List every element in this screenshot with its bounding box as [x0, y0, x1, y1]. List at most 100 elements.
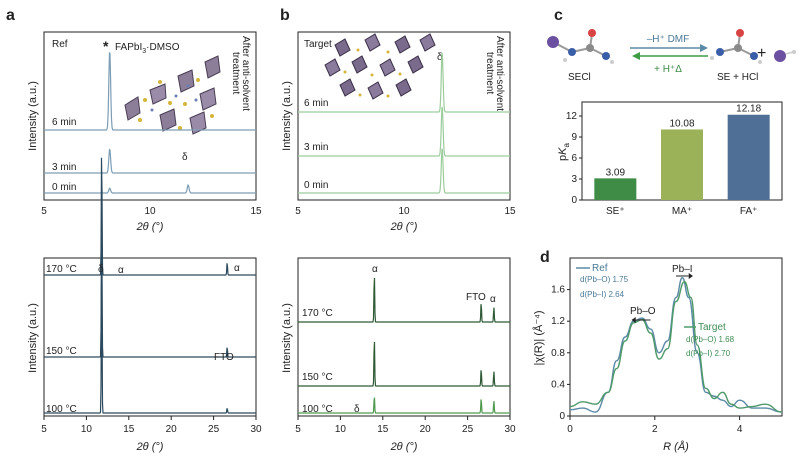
c-right-label: SE + HCl	[717, 72, 758, 83]
d-arrowhead-pbi	[688, 273, 693, 279]
panel-b-letter: b	[280, 7, 290, 24]
xtick-label: 30	[504, 424, 516, 435]
c-bar	[727, 114, 770, 200]
a-top-side-text-2: treatment	[230, 52, 241, 94]
b-bottom-alpha-1: α	[372, 264, 378, 275]
a-bottom-trace-label-170: 170 °C	[46, 264, 77, 275]
panel-a-bottom-chart: 170 °C 150 °C 100 °C δ α α FTO 5 10 15 20 25…	[27, 157, 262, 453]
c-cl-atom-left	[547, 36, 559, 48]
xtick-label: 5	[41, 424, 47, 435]
a-top-frame	[43, 31, 257, 201]
xrd-trace-0	[298, 52, 510, 113]
d-target-d1: d(Pb–O) 1.68	[686, 335, 735, 344]
b-bottom-trace-label-150: 150 °C	[302, 372, 333, 383]
a-bottom-xticks: 5 10 15 20 25 30	[41, 416, 262, 435]
a-top-traces	[44, 52, 256, 194]
a-top-ref-label: Ref	[52, 39, 68, 50]
d-target-label: Target	[698, 322, 726, 333]
a-top-xtick: 15	[250, 206, 262, 217]
xtick-label: 5	[295, 424, 301, 435]
panel-c-bar-chart: 0 3 6 9 12 3.09 SE⁺ 10.08 MA⁺ 12.18 FA⁺ pKa	[557, 101, 783, 217]
b-bottom-fto: FTO	[466, 292, 486, 303]
d-trace-target	[569, 280, 783, 413]
xrd-trace-1	[298, 106, 510, 157]
b-bottom-frame	[297, 257, 511, 417]
d-ytick-label: 0.8	[551, 348, 565, 359]
xrd-trace-0	[44, 52, 256, 131]
xrd-trace-2	[44, 183, 256, 194]
b-top-traces	[298, 52, 510, 194]
d-ytick-label: 0	[559, 411, 565, 422]
d-xtick-label: 2	[652, 424, 658, 435]
a-top-peak-label: FAPbI3·DMSO	[115, 42, 180, 55]
xtick-label: 10	[81, 424, 93, 435]
d-ticks: 0 2 4 0 0.4 0.8 1.2 1.6	[551, 285, 743, 435]
panel-a-top-chart: Ref * FAPbI3·DMSO δ After anti-solvent t…	[27, 31, 262, 233]
d-xlabel: R (Å)	[663, 440, 689, 453]
panel-c-reaction-scheme: SECl –H⁺ DMF + H⁺Δ + SE + HCl	[547, 29, 796, 83]
d-ytick-label: 1.2	[551, 316, 565, 327]
c-ylabel: pKa	[557, 142, 571, 160]
b-top-delta: δ	[437, 52, 443, 63]
a-top-star: *	[103, 38, 109, 54]
a-top-xtick: 10	[144, 206, 156, 217]
c-bar-category-label: MA⁺	[672, 206, 692, 217]
b-top-side-text-1: After anti-solvent	[494, 36, 505, 111]
b-bottom-trace-label-170: 170 °C	[302, 308, 333, 319]
b-top-side-text-2: treatment	[484, 52, 495, 94]
xtick-label: 20	[166, 424, 178, 435]
xrd-trace-0	[298, 277, 510, 323]
xtick-label: 20	[420, 424, 432, 435]
a-top-xlabel: 2θ (°)	[136, 221, 164, 233]
c-ytick-label: 3	[571, 174, 577, 185]
b-bottom-traces	[298, 277, 510, 414]
xrd-trace-0	[44, 157, 256, 276]
xrd-trace-1	[298, 341, 510, 387]
b-top-trace-label-0min: 0 min	[304, 180, 328, 191]
c-ytick-label: 6	[571, 153, 577, 164]
a-bottom-ylabel: Intensity (a.u.)	[27, 303, 39, 373]
b-bottom-delta: δ	[354, 404, 360, 415]
xrd-trace-2	[298, 148, 510, 194]
c-bar-category-label: SE⁺	[606, 206, 625, 217]
xtick-label: 25	[462, 424, 474, 435]
c-bar	[594, 178, 637, 200]
xrd-trace-2	[44, 284, 256, 414]
d-frame	[569, 257, 783, 417]
a-top-delta: δ	[182, 152, 188, 163]
d-ref-d2: d(Pb–I) 2.64	[580, 290, 625, 299]
a-bottom-delta: δ	[98, 264, 104, 275]
xtick-label: 10	[335, 424, 347, 435]
c-cl-atom-right	[774, 50, 786, 62]
d-xtick-label: 4	[737, 424, 743, 435]
d-traces	[569, 273, 783, 413]
b-top-xtick: 10	[398, 206, 410, 217]
c-bar	[661, 129, 703, 200]
b-crystal-structure-illustration	[324, 33, 436, 100]
c-bar-marks: 0 3 6 9 12 3.09 SE⁺ 10.08 MA⁺ 12.18 FA⁺	[566, 104, 770, 217]
c-left-label: SECl	[568, 72, 591, 83]
a-bottom-xlabel: 2θ (°)	[136, 441, 164, 453]
b-top-xlabel: 2θ (°)	[390, 221, 418, 233]
panel-a-letter: a	[6, 7, 15, 24]
d-xtick-label: 0	[567, 424, 573, 435]
xrd-trace-2	[298, 397, 510, 414]
a-bottom-traces	[44, 157, 256, 414]
a-top-ylabel: Intensity (a.u.)	[27, 81, 39, 151]
a-bottom-alpha-2: α	[234, 263, 240, 274]
a-bottom-alpha-1: α	[118, 265, 124, 276]
a-bottom-trace-label-100: 100 °C	[46, 404, 77, 415]
b-bottom-ylabel: Intensity (a.u.)	[281, 303, 293, 373]
c-bar-value-label: 12.18	[736, 104, 761, 115]
b-top-xtick: 5	[295, 206, 301, 217]
d-peak-label-pbi: Pb–I	[672, 264, 693, 275]
b-top-ylabel: Intensity (a.u.)	[281, 81, 293, 151]
d-ytick-label: 1.6	[551, 285, 565, 296]
panel-b-bottom-chart: 170 °C 150 °C 100 °C α FTO α δ 5 10 15 20 25…	[281, 257, 516, 453]
a-top-xtick: 5	[41, 206, 47, 217]
panel-b-top-chart: Target δ After anti-solvent treatment 6 …	[281, 31, 516, 233]
d-target-d2: d(Pb–I) 2.70	[686, 349, 731, 358]
c-ytick-label: 0	[571, 195, 577, 206]
xtick-label: 15	[377, 424, 389, 435]
